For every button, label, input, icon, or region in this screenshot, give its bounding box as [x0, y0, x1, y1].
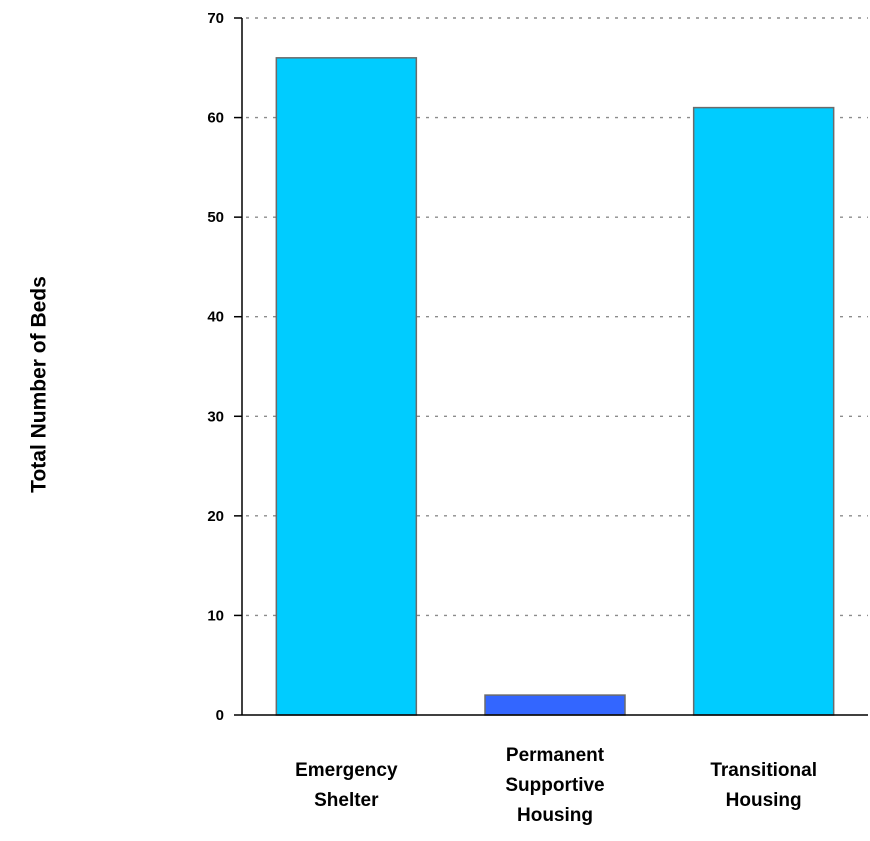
bar	[484, 694, 626, 716]
y-tick-label: 10	[207, 607, 224, 624]
y-tick-label: 70	[207, 10, 224, 27]
bar	[275, 57, 418, 716]
x-category-label: Transitional Housing	[710, 760, 817, 811]
bars	[275, 57, 835, 716]
y-tick-label: 40	[207, 309, 224, 326]
y-axis-title: Total Number of Beds	[27, 276, 50, 493]
bar	[692, 106, 835, 716]
y-tick-label: 20	[207, 508, 224, 525]
y-tick-label: 0	[216, 707, 224, 724]
y-tick-labels: 0 10 20 30 40 50 60 70	[207, 10, 224, 724]
x-category-label: Permanent Supportive Housing	[505, 745, 604, 826]
x-category-labels: Emergency Shelter Permanent Supportive Housi…	[295, 745, 817, 826]
y-tick-label: 50	[207, 209, 224, 226]
axes	[234, 17, 868, 716]
y-tick-label: 60	[207, 110, 224, 127]
x-category-label: Emergency Shelter	[295, 760, 398, 811]
y-tick-label: 30	[207, 408, 224, 425]
